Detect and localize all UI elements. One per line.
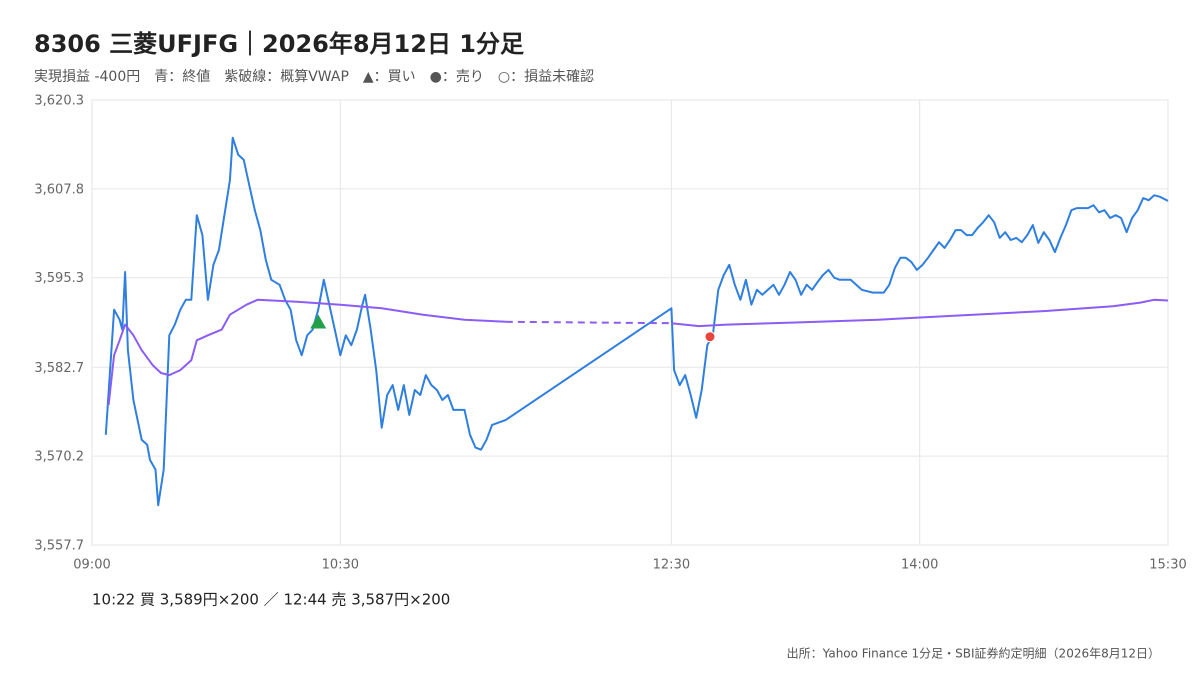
x-tick-label: 10:30 [322,558,359,573]
sell-marker [704,331,716,343]
y-tick-label: 3,620.3 [34,94,84,109]
x-tick-label: 12:30 [653,558,690,573]
y-tick-label: 3,607.8 [34,182,84,197]
series-line [107,298,506,406]
trade-note: 10:22 買 3,589円×200 ／ 12:44 売 3,587円×200 [92,591,450,609]
x-tick-label: 15:30 [1149,558,1186,573]
y-tick-label: 3,582.7 [34,361,84,376]
buy-marker [310,314,327,329]
x-tick-label: 09:00 [73,558,110,573]
source-note: 出所：Yahoo Finance 1分足・SBI証券約定明細（2026年8月12… [787,646,1160,661]
x-tick-label: 14:00 [901,558,938,573]
y-tick-label: 3,570.2 [34,450,84,465]
chart-subtitle: 実現損益 -400円 青：終値 紫破線：概算VWAP ▲：買い ●：売り ○：損… [34,69,594,85]
chart-title: 8306 三菱UFJFG｜2026年8月12日 1分足 [34,30,524,58]
y-tick-label: 3,557.7 [34,539,84,554]
series-gap-line [505,320,672,325]
y-tick-label: 3,595.3 [34,271,84,286]
series-line [104,136,1169,507]
series-line [671,298,1169,328]
